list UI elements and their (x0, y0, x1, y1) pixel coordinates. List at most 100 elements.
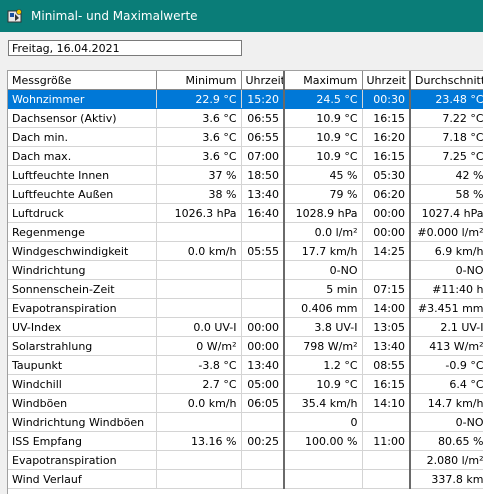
cell-measure: Dachsensor (Aktiv) (8, 108, 157, 128)
cell-measure: Windgeschwindigkeit (8, 241, 157, 261)
cell-min-time: 15:20 (241, 89, 285, 109)
cell-min-time (241, 260, 285, 280)
table-row[interactable]: Windrichtung 0-NO 0-NO (8, 260, 483, 280)
cell-min-time: 05:55 (241, 241, 285, 261)
cell-average: 0-NO (410, 412, 483, 432)
cell-maximum: 79 % (284, 184, 363, 204)
table-row[interactable]: Taupunkt -3.8 °C 13:40 1.2 °C 08:55 -0.9 °C (8, 355, 483, 375)
table-row[interactable]: Windböen 0.0 km/h 06:05 35.4 km/h 14:10 14.7 … (8, 393, 483, 413)
table-header-row: Messgröße Minimum Uhrzeit Maximum Uhrzei… (8, 71, 483, 90)
table-row[interactable]: UV-Index 0.0 UV-I 00:00 3.8 UV-I 13:05 2.1 UV… (8, 317, 483, 337)
table-row[interactable]: Regenmenge 0.0 l/m² 00:00 #0.000 l/m² (8, 222, 483, 242)
cell-max-time (362, 450, 411, 470)
table-row[interactable]: Wohnzimmer 22.9 °C 15:20 24.5 °C 00:30 23.48 … (8, 89, 483, 109)
cell-average: 6.4 °C (410, 374, 483, 394)
cell-maximum (284, 450, 363, 470)
cell-minimum (156, 412, 242, 432)
cell-maximum: 1.2 °C (284, 355, 363, 375)
cell-min-time: 05:00 (241, 374, 285, 394)
cell-measure: ISS Empfang (8, 431, 157, 451)
cell-max-time: 07:15 (362, 279, 411, 299)
title-bar[interactable]: Minimal- und Maximalwerte (0, 0, 483, 32)
cell-minimum: 38 % (156, 184, 242, 204)
cell-max-time: 11:00 (362, 431, 411, 451)
col-header-maximum[interactable]: Maximum (284, 71, 363, 90)
cell-average: 6.9 km/h (410, 241, 483, 261)
cell-measure: Windböen (8, 393, 157, 413)
cell-average: 1027.4 hPa (410, 203, 483, 223)
col-header-max-time[interactable]: Uhrzeit (362, 71, 411, 90)
table-row[interactable]: Luftdruck 1026.3 hPa 16:40 1028.9 hPa 00:00 1… (8, 203, 483, 223)
cell-min-time: 13:40 (241, 355, 285, 375)
cell-maximum: 35.4 km/h (284, 393, 363, 413)
table-row[interactable]: Sonnenschein-Zeit 5 min 07:15 #11:40 h (8, 279, 483, 299)
cell-measure: Dach max. (8, 146, 157, 166)
col-header-minimum[interactable]: Minimum (156, 71, 242, 90)
cell-measure: Evapotranspiration (8, 450, 157, 470)
cell-maximum (284, 469, 363, 489)
cell-max-time: 00:00 (362, 203, 411, 223)
table-row[interactable]: ISS Empfang 13.16 % 00:25 100.00 % 11:00 80.6… (8, 431, 483, 451)
table-row[interactable]: Windgeschwindigkeit 0.0 km/h 05:55 17.7 km/… (8, 241, 483, 261)
cell-min-time: 00:25 (241, 431, 285, 451)
cell-average: #0.000 l/m² (410, 222, 483, 242)
cell-measure: Wohnzimmer (8, 89, 157, 109)
cell-average: 413 W/m² (410, 336, 483, 356)
cell-max-time: 08:55 (362, 355, 411, 375)
cell-minimum: 0.0 km/h (156, 241, 242, 261)
cell-min-time (241, 298, 285, 318)
table-row[interactable]: Solarstrahlung 0 W/m² 00:00 798 W/m² 13:40 41… (8, 336, 483, 356)
col-header-average[interactable]: Durchschnitt (410, 71, 483, 90)
values-grid[interactable]: Messgröße Minimum Uhrzeit Maximum Uhrzei… (7, 70, 483, 494)
table-row[interactable]: Luftfeuchte Innen 37 % 18:50 45 % 05:30 42 % (8, 165, 483, 185)
cell-max-time: 13:40 (362, 336, 411, 356)
cell-maximum: 1028.9 hPa (284, 203, 363, 223)
cell-minimum (156, 298, 242, 318)
table-row[interactable]: Dach min. 3.6 °C 06:55 10.9 °C 16:20 7.18 °C (8, 127, 483, 147)
cell-average: 58 % (410, 184, 483, 204)
cell-min-time: 06:55 (241, 127, 285, 147)
table-row[interactable]: Dachsensor (Aktiv) 3.6 °C 06:55 10.9 °C 16:1… (8, 108, 483, 128)
cell-maximum: 0.406 mm (284, 298, 363, 318)
col-header-min-time[interactable]: Uhrzeit (241, 71, 285, 90)
cell-measure: Luftdruck (8, 203, 157, 223)
cell-max-time: 16:15 (362, 146, 411, 166)
date-field[interactable]: Freitag, 16.04.2021 (8, 40, 242, 56)
table-row[interactable]: Luftfeuchte Außen 38 % 13:40 79 % 06:20 58 % (8, 184, 483, 204)
cell-min-time: 16:40 (241, 203, 285, 223)
cell-min-time (241, 469, 285, 489)
cell-minimum (156, 222, 242, 242)
cell-minimum (156, 469, 242, 489)
table-row[interactable]: Evapotranspiration 0.406 mm 14:00 #3.451 mm (8, 298, 483, 318)
table-row[interactable]: Wind Verlauf 337.8 km (8, 469, 483, 489)
app-icon[interactable] (7, 8, 23, 24)
cell-average: 80.65 % (410, 431, 483, 451)
cell-max-time: 05:30 (362, 165, 411, 185)
cell-min-time (241, 279, 285, 299)
cell-min-time: 18:50 (241, 165, 285, 185)
cell-minimum: -3.8 °C (156, 355, 242, 375)
cell-average: 7.22 °C (410, 108, 483, 128)
cell-maximum: 17.7 km/h (284, 241, 363, 261)
cell-average: 7.25 °C (410, 146, 483, 166)
table-row[interactable]: Evapotranspiration 2.080 l/m² (8, 450, 483, 470)
table-row[interactable]: Windrichtung Windböen 0 0-NO (8, 412, 483, 432)
cell-minimum (156, 450, 242, 470)
cell-average: 7.18 °C (410, 127, 483, 147)
cell-average: 2.1 UV-I (410, 317, 483, 337)
cell-measure: UV-Index (8, 317, 157, 337)
cell-minimum: 0.0 UV-I (156, 317, 242, 337)
cell-min-time: 06:05 (241, 393, 285, 413)
cell-minimum: 0.0 km/h (156, 393, 242, 413)
table-row[interactable]: Windchill 2.7 °C 05:00 10.9 °C 16:15 6.4 °C (8, 374, 483, 394)
cell-maximum: 0.0 l/m² (284, 222, 363, 242)
cell-measure: Regenmenge (8, 222, 157, 242)
cell-measure: Windchill (8, 374, 157, 394)
cell-max-time: 14:10 (362, 393, 411, 413)
cell-minimum (156, 260, 242, 280)
table-row[interactable]: Dach max. 3.6 °C 07:00 10.9 °C 16:15 7.25 °C (8, 146, 483, 166)
cell-average: 42 % (410, 165, 483, 185)
cell-average: 0-NO (410, 260, 483, 280)
col-header-measure[interactable]: Messgröße (8, 71, 157, 90)
cell-maximum: 10.9 °C (284, 374, 363, 394)
